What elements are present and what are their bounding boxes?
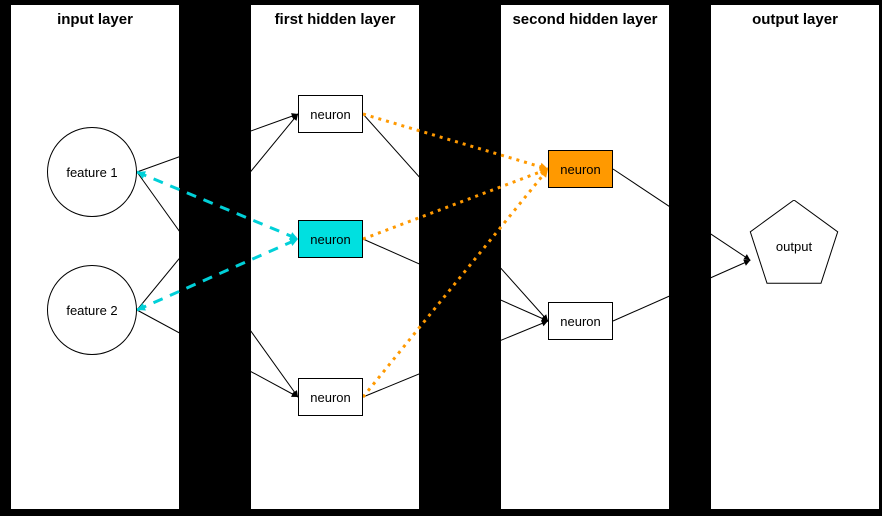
- hidden2-node-h2a: neuron: [548, 150, 613, 188]
- output-label: output: [748, 200, 840, 292]
- hidden2-node-h2b: neuron: [548, 302, 613, 340]
- input-node-f1: feature 1: [47, 127, 137, 217]
- layer-panel-hidden2: second hidden layer: [500, 4, 670, 510]
- layer-title-hidden2: second hidden layer: [501, 5, 669, 34]
- output-node-out: output: [748, 200, 840, 292]
- input-node-f2: feature 2: [47, 265, 137, 355]
- hidden1-node-h1a: neuron: [298, 95, 363, 133]
- layer-title-hidden1: first hidden layer: [251, 5, 419, 34]
- layer-title-input: input layer: [11, 5, 179, 34]
- layer-title-output: output layer: [711, 5, 879, 34]
- hidden1-node-h1c: neuron: [298, 378, 363, 416]
- hidden1-node-h1b: neuron: [298, 220, 363, 258]
- layer-panel-input: input layer: [10, 4, 180, 510]
